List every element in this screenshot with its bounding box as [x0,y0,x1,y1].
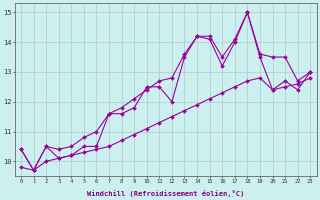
X-axis label: Windchill (Refroidissement éolien,°C): Windchill (Refroidissement éolien,°C) [87,190,244,197]
